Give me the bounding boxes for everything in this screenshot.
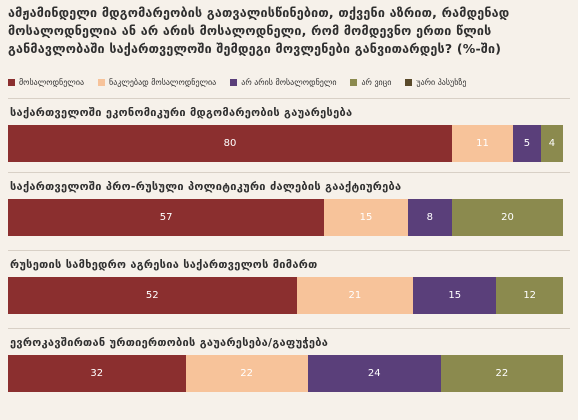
legend-item: არ არის მოსალოდნელი: [230, 78, 336, 87]
data-label: 32: [90, 368, 104, 379]
stacked-bar: 52 21 15 12: [8, 277, 563, 314]
category-label: ევროკავშირთან ურთიერთობის გაუარესება/გაფ…: [10, 336, 329, 349]
data-label: 8: [426, 212, 433, 223]
legend-label: არ არის მოსალოდნელი: [241, 78, 337, 87]
legend-label: ნაკლებად მოსალოდნელია: [109, 78, 217, 87]
legend-swatch: [405, 79, 413, 86]
category-label: რუსეთის სამხედრო აგრესია საქართველოს მიმ…: [10, 258, 318, 271]
bar-segment: 12: [496, 277, 563, 314]
data-label: 20: [501, 212, 514, 223]
bar-segment: 15: [324, 199, 408, 236]
data-label: 15: [359, 212, 373, 223]
legend-label: არ ვიცი: [361, 78, 392, 87]
data-label: 12: [523, 290, 537, 301]
category-label: საქართველოში ეკონომიკური მდგომარეობის გა…: [10, 106, 353, 119]
stacked-bar: 80 11 5 4: [8, 125, 563, 162]
bar-segment: 52: [8, 277, 297, 314]
data-label: 24: [367, 368, 381, 379]
category-label: საქართველოში პრო-რუსული პოლიტიკური ძალებ…: [10, 180, 402, 193]
data-label: 5: [523, 138, 531, 149]
row-divider: [8, 250, 570, 251]
data-label: 15: [448, 290, 462, 301]
bar-segment: 5: [513, 125, 541, 162]
data-label: 4: [548, 138, 556, 149]
bar-segment: 20: [451, 199, 563, 236]
legend-label: უარი პასუხზე: [416, 78, 467, 87]
data-label: 80: [223, 138, 237, 149]
data-label: 22: [495, 368, 509, 379]
bar-segment: 11: [452, 125, 514, 162]
bar-segment: 80: [8, 125, 452, 162]
bar-segment: 22: [440, 355, 563, 392]
legend-item: მოსალოდნელია: [8, 78, 84, 87]
data-label: 11: [476, 138, 489, 149]
legend-swatch: [98, 79, 106, 86]
stacked-bar: 57 15 8 20: [8, 199, 563, 236]
legend: მოსალოდნელია ნაკლებად მოსალოდნელია არ არის…: [8, 78, 574, 87]
legend-swatch: [8, 79, 15, 86]
row-divider: [8, 172, 570, 173]
bar-segment: 22: [185, 355, 308, 392]
legend-item: არ ვიცი: [350, 78, 391, 87]
row-divider: [8, 328, 570, 329]
legend-item: ნაკლებად მოსალოდნელია: [98, 78, 216, 87]
legend-swatch: [230, 79, 238, 86]
row-divider: [8, 98, 570, 99]
data-label: 57: [159, 212, 173, 223]
data-label: 22: [240, 368, 253, 379]
bar-segment: 24: [307, 355, 441, 392]
data-label: 21: [348, 290, 362, 301]
bar-segment: 21: [296, 277, 414, 314]
bar-segment: 15: [413, 277, 497, 314]
stacked-bar: 32 22 24 22: [8, 355, 563, 392]
bar-segment: 8: [407, 199, 452, 236]
legend-label: მოსალოდნელია: [19, 78, 85, 87]
bar-segment: 4: [540, 125, 563, 162]
chart-title: ამჟამინდელი მდგომარეობის გათვალისწინებით…: [8, 5, 510, 56]
bar-segment: 32: [8, 355, 186, 392]
legend-swatch: [350, 79, 358, 86]
data-label: 52: [145, 290, 159, 301]
bar-segment: 57: [8, 199, 325, 236]
legend-item: უარი პასუხზე: [405, 78, 466, 87]
